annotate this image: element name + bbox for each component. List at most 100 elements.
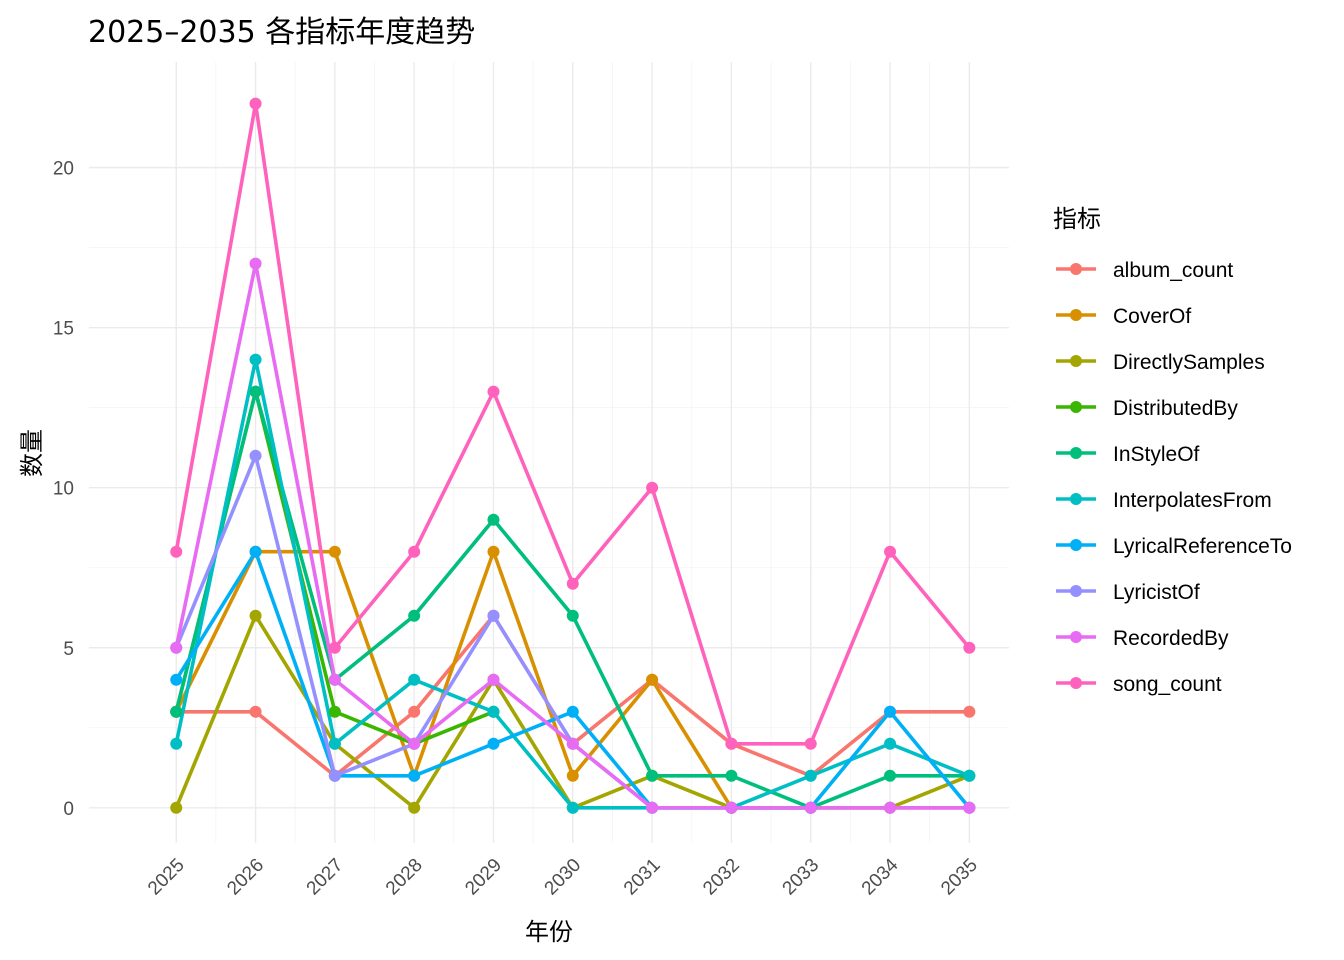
x-tick-label: 2028 — [382, 855, 427, 900]
data-point-recordedby — [170, 641, 183, 654]
x-tick-label: 2030 — [541, 855, 586, 900]
x-tick-label: 2029 — [461, 855, 506, 900]
data-point-recordedby — [249, 257, 262, 270]
x-axis-ticks: 2025 2026 2027 2028 2029 2030 2031 2032 2033 2034… — [144, 854, 982, 899]
data-point-recordedby — [646, 801, 659, 814]
legend-label: RecordedBy — [1113, 627, 1229, 650]
data-point-album-count — [408, 705, 421, 718]
legend-label: InStyleOf — [1113, 443, 1200, 466]
data-point-instyleof — [408, 609, 421, 622]
y-axis-ticks: 0 5 10 15 20 — [53, 159, 74, 820]
data-point-song-count — [170, 545, 183, 558]
legend-key-point — [1070, 401, 1082, 413]
data-point-song-count — [566, 577, 579, 590]
data-point-recordedby — [408, 737, 421, 750]
data-point-song-count — [328, 641, 341, 654]
x-tick-label: 2031 — [620, 855, 665, 900]
chart-title: 2025–2035 各指标年度趋势 — [88, 15, 475, 50]
legend-label: CoverOf — [1113, 305, 1191, 328]
data-point-lyricistof — [249, 449, 262, 462]
data-point-coverof — [328, 545, 341, 558]
data-point-lyricalreferenceto — [170, 673, 183, 686]
x-tick-label: 2027 — [303, 855, 348, 900]
legend-item-album-count: album_count — [1056, 259, 1233, 282]
data-point-recordedby — [725, 801, 738, 814]
data-point-lyricalreferenceto — [884, 705, 897, 718]
legend-key-point — [1070, 447, 1082, 459]
data-point-recordedby — [487, 673, 500, 686]
legend-item-song-count: song_count — [1056, 673, 1222, 696]
data-point-interpolatesfrom — [566, 801, 579, 814]
data-point-song-count — [408, 545, 421, 558]
legend-label: LyricalReferenceTo — [1113, 535, 1292, 558]
x-tick-label: 2026 — [223, 855, 268, 900]
data-point-interpolatesfrom — [884, 737, 897, 750]
legend-item-lyricistof: LyricistOf — [1056, 581, 1200, 604]
data-point-interpolatesfrom — [963, 769, 976, 782]
legend-key-point — [1070, 631, 1082, 643]
legend-key-point — [1070, 539, 1082, 551]
data-point-coverof — [566, 769, 579, 782]
legend-item-distributedby: DistributedBy — [1056, 397, 1238, 420]
legend-item-coverof: CoverOf — [1056, 305, 1191, 328]
data-point-recordedby — [566, 737, 579, 750]
data-point-instyleof — [646, 769, 659, 782]
legend-item-lyricalreferenceto: LyricalReferenceTo — [1056, 535, 1292, 558]
data-point-distributedby — [328, 705, 341, 718]
data-point-interpolatesfrom — [328, 737, 341, 750]
data-point-coverof — [487, 545, 500, 558]
data-point-instyleof — [249, 385, 262, 398]
legend-item-recordedby: RecordedBy — [1056, 627, 1229, 650]
x-axis-title: 年份 — [525, 918, 573, 946]
y-tick-label: 15 — [53, 319, 74, 340]
legend-key-point — [1070, 493, 1082, 505]
data-point-directlysamples — [170, 801, 183, 814]
data-point-interpolatesfrom — [804, 769, 817, 782]
data-point-recordedby — [963, 801, 976, 814]
data-point-album-count — [249, 705, 262, 718]
data-point-interpolatesfrom — [249, 353, 262, 366]
legend-key-point — [1070, 263, 1082, 275]
data-point-lyricalreferenceto — [249, 545, 262, 558]
y-tick-label: 10 — [53, 479, 74, 500]
data-point-lyricalreferenceto — [566, 705, 579, 718]
data-point-instyleof — [566, 609, 579, 622]
data-point-song-count — [884, 545, 897, 558]
data-point-recordedby — [804, 801, 817, 814]
legend: album_count CoverOf DirectlySamples Distrib… — [1056, 259, 1292, 696]
y-tick-label: 5 — [63, 639, 74, 660]
legend-label: LyricistOf — [1113, 581, 1200, 604]
legend-key-point — [1070, 585, 1082, 597]
data-point-directlysamples — [408, 801, 421, 814]
data-point-interpolatesfrom — [408, 673, 421, 686]
x-tick-label: 2035 — [937, 855, 982, 900]
x-tick-label: 2033 — [779, 855, 824, 900]
data-point-interpolatesfrom — [170, 737, 183, 750]
data-point-instyleof — [170, 705, 183, 718]
legend-label: song_count — [1113, 673, 1222, 696]
x-tick-label: 2025 — [144, 855, 189, 900]
data-point-song-count — [963, 641, 976, 654]
y-tick-label: 0 — [63, 799, 74, 820]
data-point-lyricalreferenceto — [487, 737, 500, 750]
legend-title: 指标 — [1053, 205, 1101, 233]
legend-key-point — [1070, 677, 1082, 689]
legend-item-interpolatesfrom: InterpolatesFrom — [1056, 489, 1272, 512]
legend-label: InterpolatesFrom — [1113, 489, 1272, 512]
legend-key-point — [1070, 355, 1082, 367]
x-tick-label: 2034 — [858, 854, 903, 899]
data-point-lyricalreferenceto — [408, 769, 421, 782]
data-point-directlysamples — [249, 609, 262, 622]
data-point-interpolatesfrom — [487, 705, 500, 718]
legend-label: DistributedBy — [1113, 397, 1238, 420]
legend-item-directlysamples: DirectlySamples — [1056, 351, 1265, 374]
data-point-recordedby — [884, 801, 897, 814]
data-point-song-count — [487, 385, 500, 398]
data-point-instyleof — [487, 513, 500, 526]
grid — [89, 62, 1009, 843]
data-point-coverof — [646, 673, 659, 686]
y-axis-title: 数量 — [18, 429, 46, 477]
series-points — [170, 97, 976, 814]
data-point-song-count — [725, 737, 738, 750]
data-point-lyricistof — [328, 769, 341, 782]
